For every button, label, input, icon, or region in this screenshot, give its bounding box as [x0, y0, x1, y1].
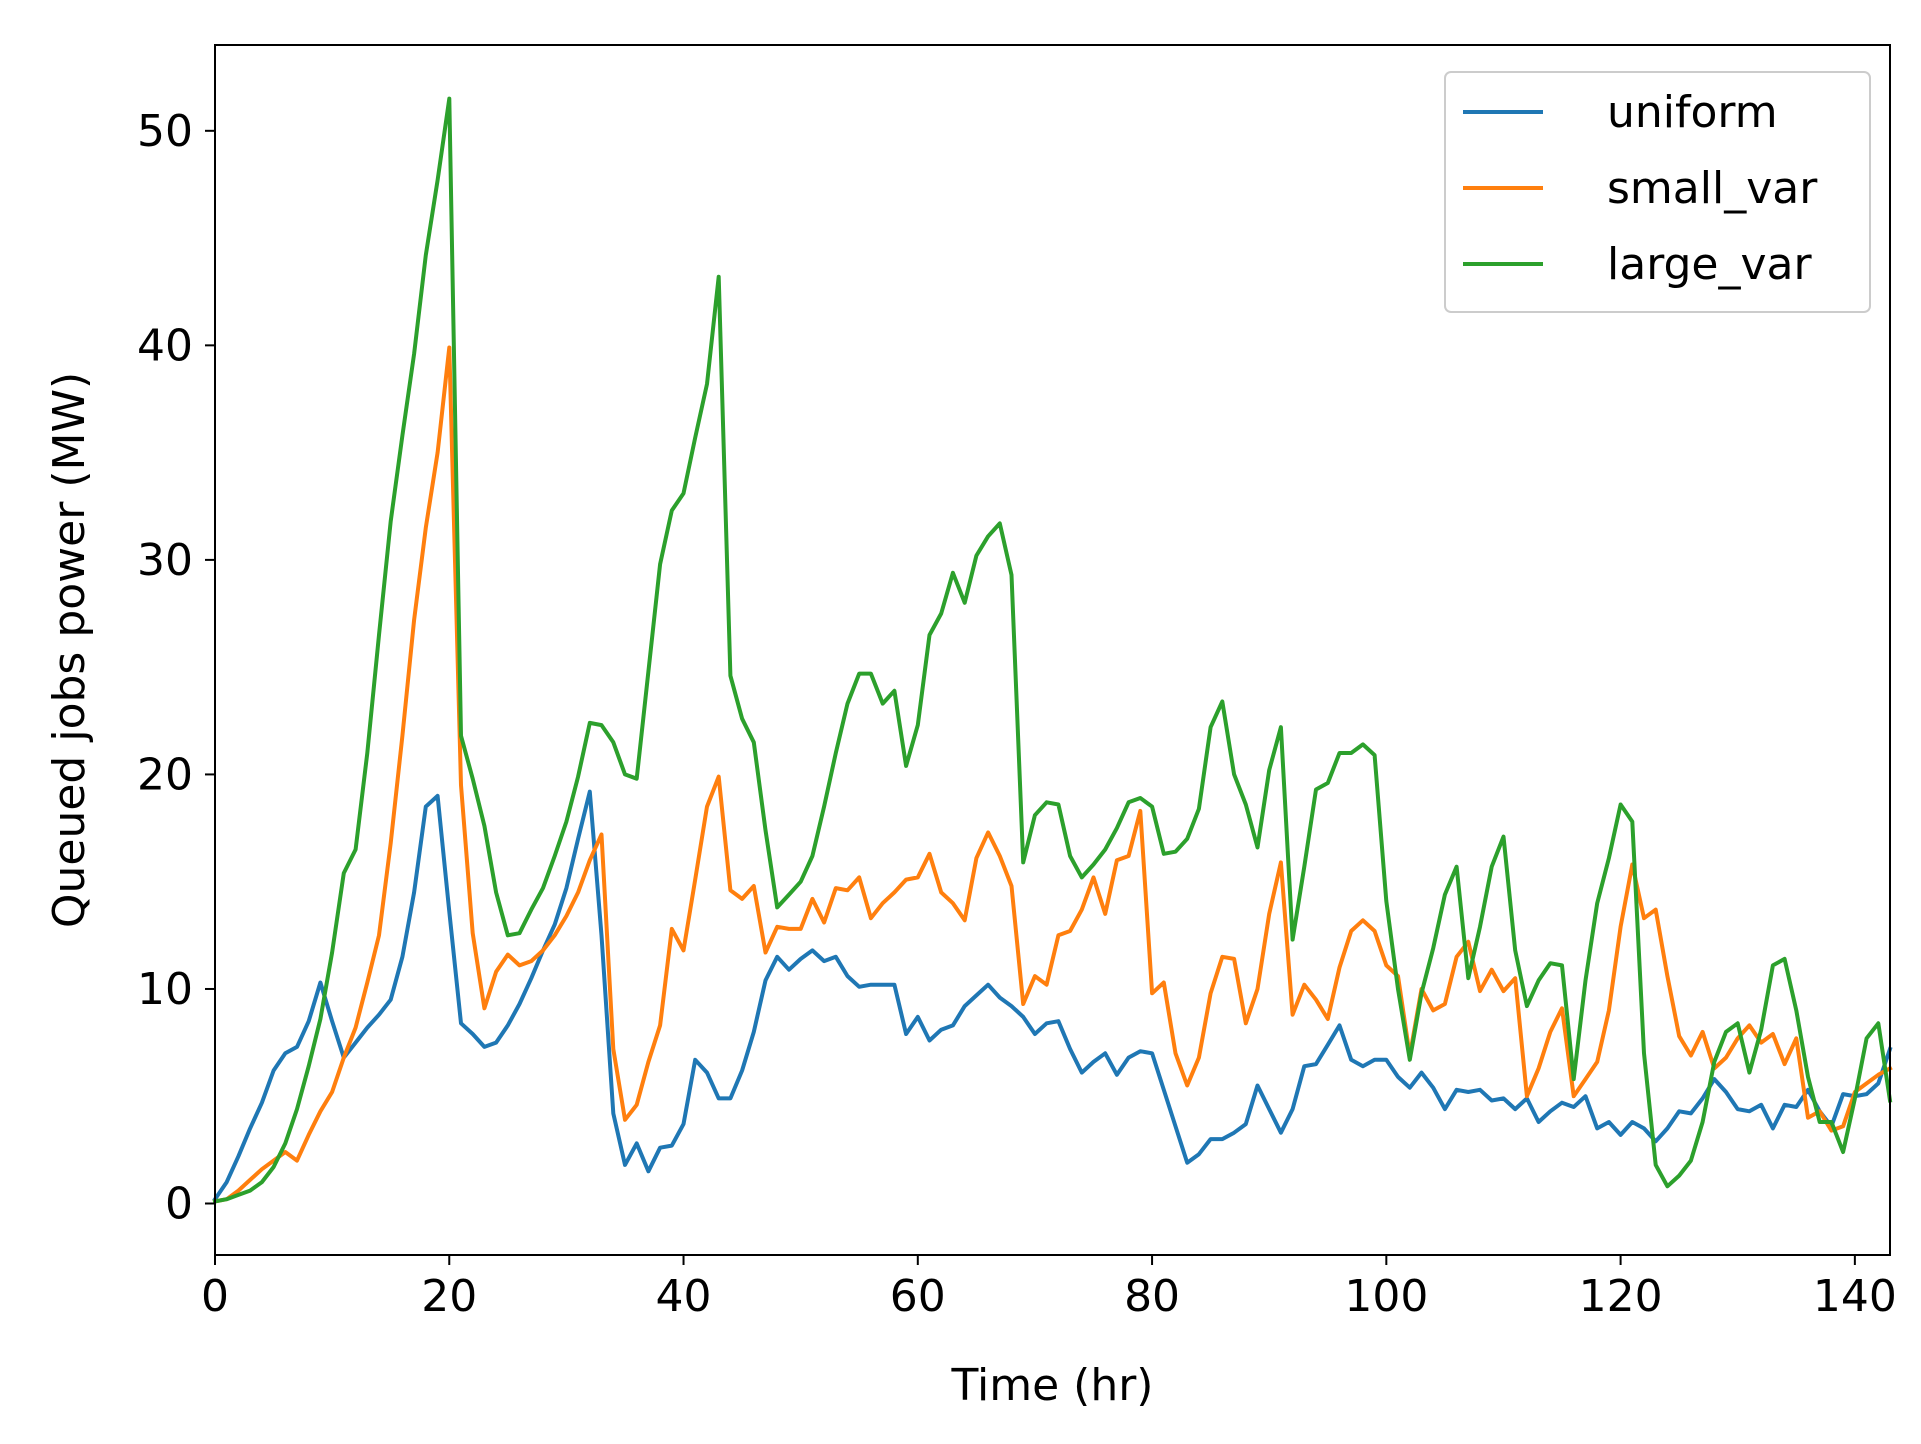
series-line-small_var [212, 345, 1893, 1204]
legend-label: uniform [1607, 87, 1778, 138]
y-axis-label: Queued jobs power (MW) [44, 372, 95, 928]
y-tick-label: 10 [137, 964, 193, 1015]
series-layer [212, 96, 1893, 1204]
plot-frame [214, 44, 1891, 1256]
legend-label: small_var [1607, 163, 1818, 214]
x-axis: 0 20 40 60 80 100 120 140 [201, 1255, 1897, 1322]
series-line-large_var [212, 96, 1893, 1204]
legend-box [1444, 71, 1871, 313]
y-tick-label: 40 [137, 320, 193, 371]
x-tick-label: 140 [1813, 1271, 1897, 1322]
x-tick-label: 80 [1124, 1271, 1180, 1322]
x-tick-label: 120 [1579, 1271, 1663, 1322]
y-tick-label: 30 [137, 535, 193, 586]
x-tick-label: 40 [656, 1271, 712, 1322]
legend: uniform small_var large_var [1444, 71, 1871, 313]
x-axis-label: Time (hr) [951, 1360, 1154, 1411]
y-tick-label: 0 [165, 1179, 193, 1230]
y-tick-label: 50 [137, 106, 193, 157]
legend-label: large_var [1607, 239, 1813, 290]
x-tick-label: 20 [421, 1271, 477, 1322]
y-axis: 0 10 20 30 40 50 [137, 106, 215, 1230]
series-line-uniform [212, 789, 1893, 1202]
x-tick-label: 100 [1344, 1271, 1428, 1322]
x-tick-label: 0 [201, 1271, 229, 1322]
x-tick-label: 60 [890, 1271, 946, 1322]
y-tick-label: 20 [137, 749, 193, 800]
